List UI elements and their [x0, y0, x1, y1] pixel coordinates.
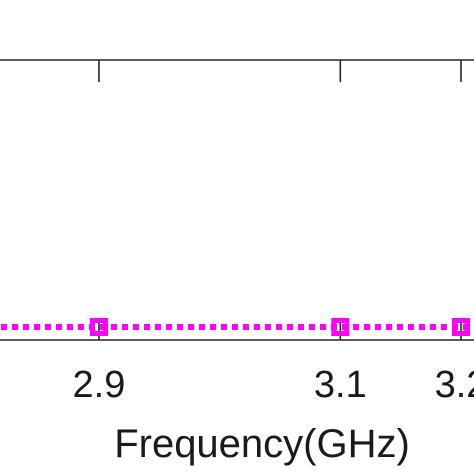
x-axis-title: Frequency(GHz)	[114, 422, 410, 466]
series-layer	[0, 318, 474, 336]
data-point-marker	[331, 318, 350, 336]
x-tick-labels: 2.9 3.1 3.2	[73, 364, 474, 406]
x-tick-label: 3.2	[435, 364, 474, 406]
axes-frame	[0, 59, 474, 341]
data-point-marker	[452, 318, 470, 336]
x-tick-label: 2.9	[73, 364, 126, 406]
top-ticks	[98, 60, 462, 82]
data-point-marker	[89, 318, 108, 336]
x-tick-label: 3.1	[314, 364, 367, 406]
